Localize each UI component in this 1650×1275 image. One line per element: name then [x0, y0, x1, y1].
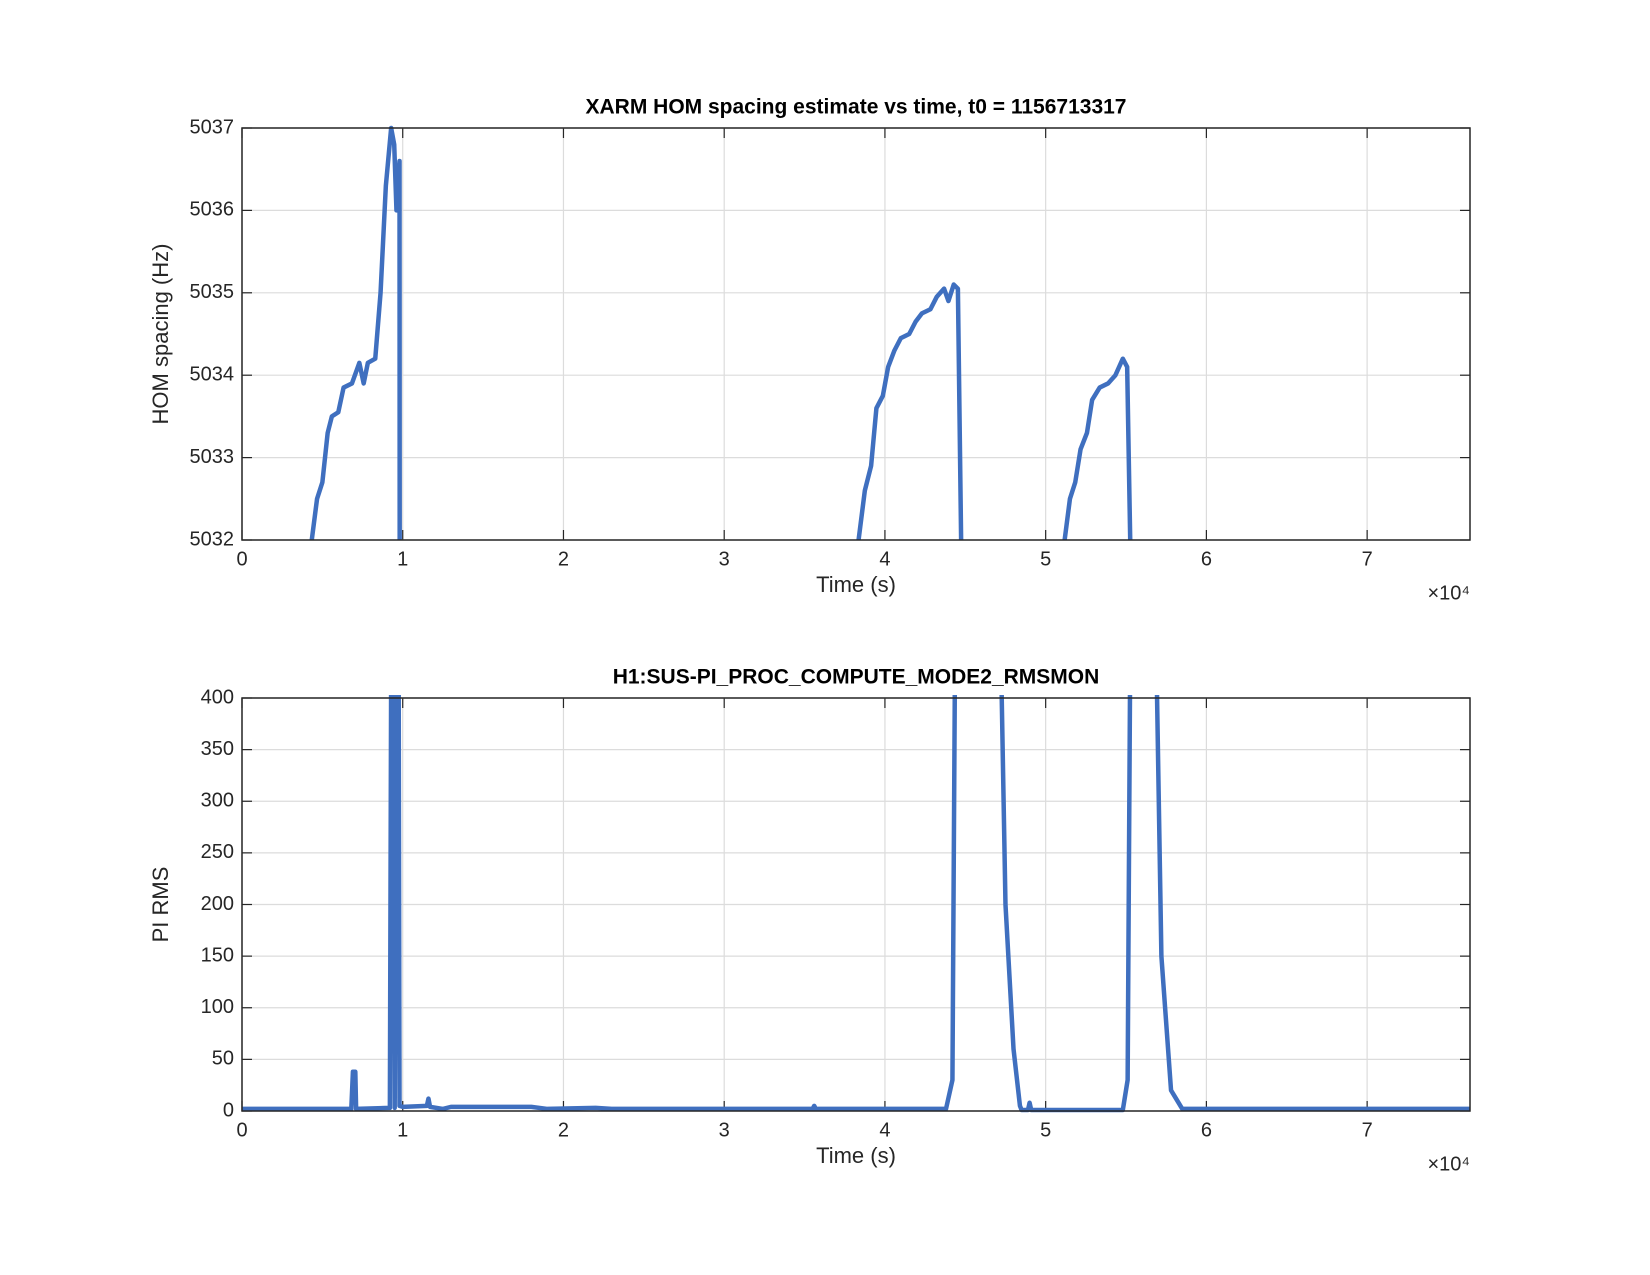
x-multiplier: ×10⁴ [1427, 1153, 1470, 1175]
y-tick-label: 5034 [190, 363, 235, 385]
x-tick-label: 2 [558, 548, 569, 570]
x-tick-label: 3 [719, 548, 730, 570]
y-tick-label: 150 [201, 944, 234, 966]
x-tick-label: 3 [719, 1119, 730, 1141]
data-line [309, 125, 1133, 541]
x-multiplier: ×10⁴ [1427, 582, 1470, 604]
subplot: 0 1 2 3 4 5 6 7 5032 5033 5034 5035 5036 5037 XARM HOM… [148, 96, 1471, 604]
y-tick-label: 100 [201, 996, 234, 1018]
x-tick-label: 5 [1040, 548, 1051, 570]
y-tick-label: 5035 [190, 281, 235, 303]
y-tick-label: 5037 [190, 116, 235, 138]
plot-area [242, 128, 1470, 540]
x-tick-label: 6 [1201, 1119, 1212, 1141]
x-tick-label: 1 [397, 1119, 408, 1141]
x-tick-label: 5 [1040, 1119, 1051, 1141]
y-tick-label: 5033 [190, 446, 235, 468]
y-tick-label: 350 [201, 738, 234, 760]
x-axis-label: Time (s) [816, 572, 896, 597]
y-tick-label: 50 [212, 1048, 234, 1070]
axes-box [241, 697, 1471, 1112]
y-tick-label: 400 [201, 686, 234, 708]
y-axis-label: PI RMS [148, 867, 173, 943]
y-axis-label: HOM spacing (Hz) [148, 244, 173, 425]
y-tick-label: 5032 [190, 528, 235, 550]
x-tick-label: 4 [879, 548, 890, 570]
y-tick-label: 5036 [190, 199, 235, 221]
x-tick-label: 0 [236, 548, 247, 570]
subplot: 0 1 2 3 4 5 6 7 0 50 100 150 200 250 300 350 400 H1:SUS-P… [148, 666, 1471, 1175]
y-tick-label: 300 [201, 790, 234, 812]
x-axis-label: Time (s) [816, 1143, 896, 1168]
x-tick-label: 2 [558, 1119, 569, 1141]
data-line [242, 695, 1470, 1113]
x-tick-label: 7 [1362, 548, 1373, 570]
axes-box [241, 127, 1471, 541]
y-tick-label: 0 [223, 1099, 234, 1121]
y-tick-label: 200 [201, 893, 234, 915]
y-tick-label: 250 [201, 841, 234, 863]
x-tick-label: 1 [397, 548, 408, 570]
x-tick-label: 6 [1201, 548, 1212, 570]
x-tick-label: 7 [1362, 1119, 1373, 1141]
chart-title: XARM HOM spacing estimate vs time, t0 = … [585, 96, 1126, 119]
x-tick-label: 4 [879, 1119, 890, 1141]
chart-title: H1:SUS-PI_PROC_COMPUTE_MODE2_RMSMON [613, 666, 1100, 689]
x-tick-label: 0 [236, 1119, 247, 1141]
